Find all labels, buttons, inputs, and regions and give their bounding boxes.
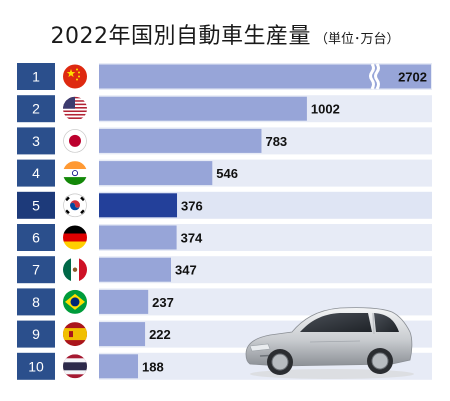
rank-label: 7 <box>32 262 40 278</box>
bar <box>99 354 139 379</box>
bar <box>99 96 307 121</box>
bar-row-1: 1 2702 <box>17 63 432 90</box>
rank-label: 2 <box>32 101 40 117</box>
rank-box <box>17 352 55 380</box>
rank-label: 9 <box>32 326 40 342</box>
value-label: 222 <box>149 327 171 342</box>
rank-label: 10 <box>28 358 44 374</box>
china-flag-icon <box>63 64 87 89</box>
bar-row-5: 5 376 <box>17 191 432 219</box>
value-label: 188 <box>142 359 164 374</box>
value-label: 374 <box>181 231 203 246</box>
rank-box <box>17 95 55 123</box>
mexico-flag-icon <box>63 257 87 282</box>
rank-box <box>17 320 55 348</box>
rank-box <box>17 288 55 316</box>
korea-flag-icon <box>63 193 87 218</box>
rank-box <box>17 127 55 155</box>
value-label: 376 <box>181 198 203 213</box>
value-label: 546 <box>216 166 238 181</box>
germany-flag-icon <box>63 225 87 250</box>
bar-row-7: 7 347 <box>17 256 432 284</box>
rank-box <box>17 191 55 219</box>
value-label: 237 <box>152 295 174 310</box>
bar-row-6: 6 374 <box>17 224 432 251</box>
title-text: 2022年国別自動車生産量 <box>50 24 311 49</box>
bar-row-8: 8 237 <box>17 288 432 316</box>
india-flag-icon <box>63 161 87 186</box>
rank-box <box>17 159 55 187</box>
bar <box>99 64 431 89</box>
chart-title: 2022年国別自動車生産量 （単位･万台） <box>0 18 450 50</box>
unit-text: （単位･万台） <box>314 32 400 47</box>
rank-label: 4 <box>32 165 40 181</box>
value-label: 2702 <box>398 70 427 85</box>
spain-flag-icon <box>63 322 87 347</box>
rank-label: 3 <box>32 133 40 149</box>
rank-box <box>17 256 55 284</box>
bar <box>99 322 146 347</box>
rank-box <box>17 224 55 251</box>
bar <box>99 225 177 250</box>
bar-row-2: 2 1002 <box>17 95 432 123</box>
japan-flag-icon <box>63 128 87 153</box>
axis-break-mark <box>374 63 380 90</box>
bar <box>99 257 172 282</box>
value-label: 347 <box>175 263 197 278</box>
axis-break-mark <box>369 63 375 90</box>
car-illustration <box>245 307 414 379</box>
rank-label: 1 <box>32 69 40 85</box>
thailand-flag-icon <box>63 354 87 379</box>
rank-box <box>17 63 55 90</box>
bar-row-3: 3 783 <box>17 127 432 155</box>
bar <box>99 161 213 186</box>
rank-label: 6 <box>32 230 40 246</box>
rank-label: 5 <box>32 197 40 213</box>
bar <box>99 289 149 314</box>
rank-label: 8 <box>32 294 40 310</box>
value-label: 1002 <box>311 102 340 117</box>
usa-flag-icon <box>63 96 87 121</box>
bar-row-4: 4 546 <box>17 159 432 187</box>
bar <box>99 128 262 153</box>
bar <box>99 193 178 218</box>
value-label: 783 <box>265 134 287 149</box>
brazil-flag-icon <box>63 289 87 314</box>
